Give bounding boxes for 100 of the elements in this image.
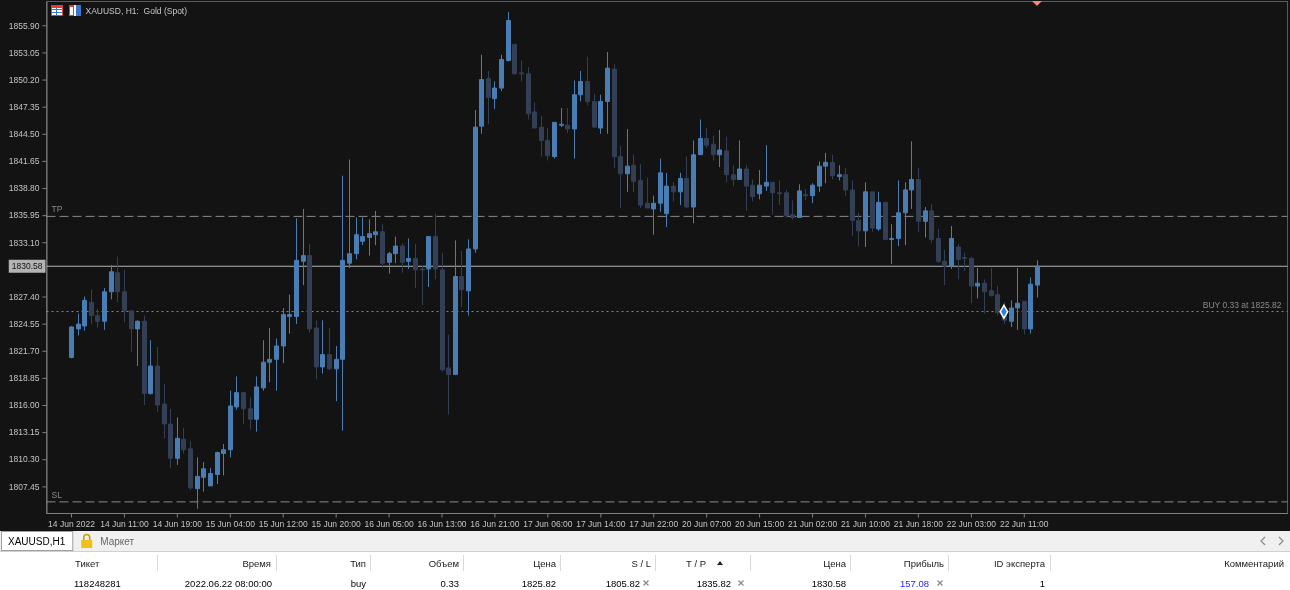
candlestick — [400, 242, 405, 274]
x-tick-label: 15 Jun 12:00 — [258, 518, 309, 529]
candlestick — [274, 337, 279, 392]
candlestick — [135, 319, 140, 367]
candlestick — [499, 54, 504, 92]
candlestick — [420, 264, 425, 306]
text: 0.33 — [440, 578, 459, 589]
ref-line-label: TP — [51, 204, 63, 215]
candlestick — [605, 51, 610, 135]
candlestick — [969, 256, 974, 304]
candlestick — [115, 256, 120, 303]
x-tick-label: 14 Jun 2022 — [48, 518, 96, 529]
candlestick — [645, 177, 650, 209]
x-tick-label: 17 Jun 22:00 — [629, 518, 679, 529]
text: XAUUSD,H1 — [8, 536, 66, 547]
candlestick — [651, 195, 656, 236]
candlestick — [896, 179, 901, 247]
candlestick — [737, 139, 742, 180]
candlestick — [830, 154, 835, 180]
x-tick-label: 16 Jun 05:00 — [364, 518, 414, 529]
candlestick — [69, 325, 74, 359]
candlestick — [929, 203, 934, 244]
candlestick — [307, 243, 312, 334]
y-tick-label: 1838.80 — [8, 183, 40, 194]
text: 1805.82 — [605, 578, 640, 589]
candlestick — [698, 119, 703, 156]
text: XAUUSD, H1: Gold (Spot) — [85, 5, 188, 16]
y-tick-label: 1821.70 — [8, 345, 40, 356]
candlestick — [426, 236, 431, 288]
x-tick-label: 15 Jun 04:00 — [205, 518, 256, 529]
candlestick — [102, 287, 107, 331]
candlestick — [122, 269, 127, 323]
candlestick — [552, 121, 557, 160]
candlestick — [764, 144, 769, 192]
category-label: Объем — [428, 558, 459, 569]
candlestick — [770, 181, 775, 216]
y-tick-label: 1850.20 — [8, 74, 40, 85]
text: 2022.06.22 08:00:00 — [184, 578, 272, 589]
candlestick — [1022, 300, 1027, 336]
y-tick-label: 1833.10 — [8, 237, 40, 248]
candlestick — [254, 375, 259, 433]
candlestick — [314, 319, 319, 380]
candlestick — [671, 181, 676, 202]
candlestick — [889, 223, 894, 265]
x-tick-label: 15 Jun 20:00 — [311, 518, 362, 529]
category-label: Цена — [823, 558, 847, 569]
text: 157.08 — [899, 578, 929, 589]
text: Маркет — [100, 536, 135, 547]
candlestick — [684, 156, 689, 209]
y-tick-label: 1827.40 — [8, 291, 40, 302]
y-tick-label: 1847.35 — [8, 101, 40, 112]
candlestick — [876, 191, 881, 232]
candlestick — [870, 191, 875, 233]
category-label: Тикет — [75, 558, 100, 569]
candlestick — [777, 179, 782, 206]
ref-line-label: BUY 0.33 at 1825.82 — [1202, 299, 1282, 310]
category-label: Время — [242, 558, 271, 569]
x-tick-label: 16 Jun 13:00 — [417, 518, 467, 529]
y-tick-label: 1824.55 — [8, 318, 40, 329]
x-tick-label: 21 Jun 10:00 — [840, 518, 891, 529]
candlestick — [843, 167, 848, 197]
candlestick — [453, 239, 458, 376]
candlestick — [923, 206, 928, 239]
candlestick — [294, 217, 299, 325]
ref-line-label: SL — [51, 489, 63, 500]
candlestick — [129, 310, 134, 353]
candlestick — [797, 183, 802, 219]
candlestick — [724, 136, 729, 183]
candlestick — [631, 154, 636, 193]
category-label: S / L — [631, 558, 651, 569]
candlestick — [949, 225, 954, 270]
y-tick-label: 1807.45 — [8, 481, 40, 492]
category-label: Тип — [350, 558, 366, 569]
text: 1825.82 — [521, 578, 556, 589]
y-tick-label: 1855.90 — [8, 20, 40, 31]
text: 1835.82 — [696, 578, 731, 589]
y-tick-label: 1835.95 — [8, 210, 40, 221]
candlestick — [704, 127, 709, 149]
x-tick-label: 16 Jun 21:00 — [470, 518, 520, 529]
candlestick — [327, 327, 332, 371]
y-tick-label: 1853.05 — [8, 47, 40, 58]
candlestick — [883, 201, 888, 240]
y-tick-label: 1813.15 — [8, 427, 40, 438]
candlestick — [559, 107, 564, 128]
text: 118248281 — [74, 578, 121, 589]
text: 1 — [1039, 578, 1045, 589]
candlestick — [486, 70, 491, 125]
candlestick — [863, 181, 868, 248]
candlestick — [1035, 259, 1040, 298]
candlestick — [109, 264, 114, 300]
candlestick — [208, 467, 213, 487]
candlestick — [413, 243, 418, 289]
category-label: Прибыль — [903, 558, 945, 569]
candlestick — [691, 139, 696, 224]
candlestick — [717, 129, 722, 168]
x-tick-label: 22 Jun 11:00 — [1000, 518, 1049, 529]
x-tick-label: 14 Jun 19:00 — [152, 518, 203, 529]
x-tick-label: 21 Jun 02:00 — [787, 518, 838, 529]
x-tick-label: 14 Jun 11:00 — [100, 518, 149, 529]
text: 1830.58 — [811, 578, 846, 589]
